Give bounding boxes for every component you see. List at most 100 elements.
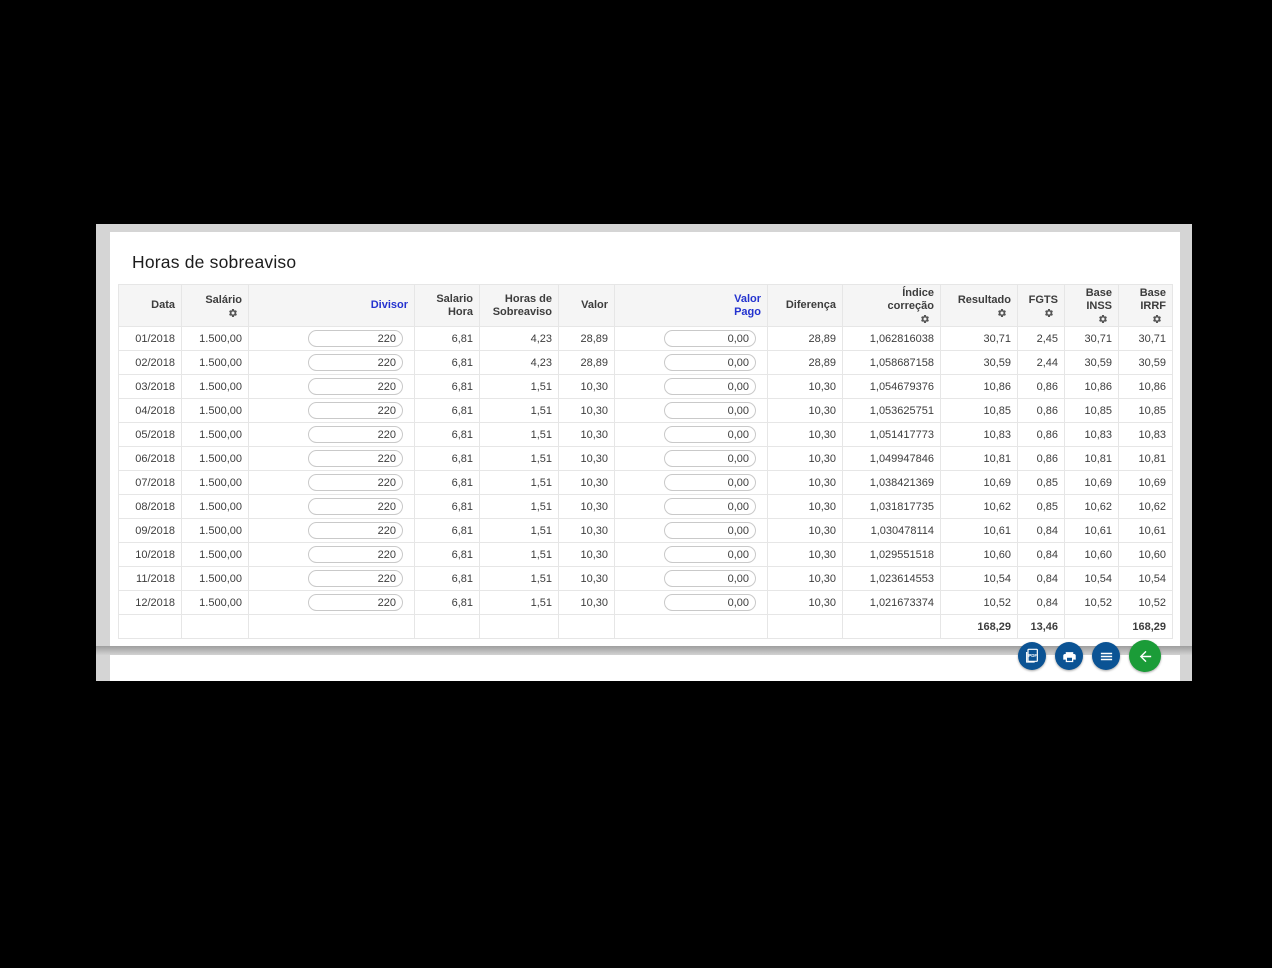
- diferenca-cell: 10,30: [767, 542, 843, 568]
- divisor-input[interactable]: [308, 546, 403, 564]
- resultado-cell: 10,69: [940, 470, 1018, 496]
- salario-hora-cell: 6,81: [414, 398, 480, 424]
- total-fgts-cell: 13,46: [1017, 614, 1065, 640]
- resultado-cell: 10,61: [940, 518, 1018, 544]
- salario-cell: 1.500,00: [181, 590, 249, 616]
- base-irrf-cell: 10,61: [1118, 518, 1173, 544]
- data-cell: 12/2018: [118, 590, 182, 616]
- pdf-button[interactable]: PDF: [1018, 642, 1046, 670]
- gear-icon[interactable]: [997, 308, 1007, 318]
- horas-sobreaviso-cell: 1,51: [479, 590, 559, 616]
- divisor-input[interactable]: [308, 354, 403, 372]
- column-label-fgts: FGTS: [1028, 293, 1058, 306]
- resultado-cell: 10,85: [940, 398, 1018, 424]
- total-salario-hora-cell: [414, 614, 480, 640]
- action-button-bar: PDF: [1018, 640, 1161, 672]
- valor-pago-input[interactable]: [664, 498, 756, 516]
- base-irrf-cell: 10,52: [1118, 590, 1173, 616]
- divisor-cell: [248, 398, 415, 424]
- valor-pago-cell: [614, 350, 768, 376]
- menu-button[interactable]: [1092, 642, 1120, 670]
- valor-pago-input[interactable]: [664, 450, 756, 468]
- valor-cell: 28,89: [558, 326, 615, 352]
- print-button[interactable]: [1055, 642, 1083, 670]
- gear-icon[interactable]: [1152, 314, 1162, 324]
- valor-pago-input[interactable]: [664, 522, 756, 540]
- resultado-cell: 10,86: [940, 374, 1018, 400]
- salario-cell: 1.500,00: [181, 422, 249, 448]
- table-totals-row: 168,29 13,46 168,29: [118, 614, 1173, 640]
- column-label-valor-pago[interactable]: Valor Pago: [734, 292, 761, 318]
- divisor-cell: [248, 422, 415, 448]
- column-header-resultado: Resultado: [940, 283, 1018, 328]
- base-inss-cell: 10,54: [1064, 566, 1119, 592]
- column-header-indice-correcao: Índice correção: [842, 283, 941, 328]
- valor-pago-input[interactable]: [664, 330, 756, 348]
- horas-sobreaviso-cell: 1,51: [479, 494, 559, 520]
- valor-pago-input[interactable]: [664, 546, 756, 564]
- printer-icon: [1062, 649, 1077, 664]
- back-button[interactable]: [1129, 640, 1161, 672]
- column-label-divisor[interactable]: Divisor: [370, 299, 408, 312]
- valor-pago-cell: [614, 446, 768, 472]
- page-region: Horas de sobreaviso Data Salário Divisor Sa…: [96, 224, 1192, 681]
- valor-pago-input[interactable]: [664, 594, 756, 612]
- gear-icon[interactable]: [1098, 314, 1108, 324]
- divisor-input[interactable]: [308, 474, 403, 492]
- column-header-salario: Salário: [181, 283, 249, 328]
- salario-cell: 1.500,00: [181, 374, 249, 400]
- valor-pago-input[interactable]: [664, 474, 756, 492]
- pdf-document-icon: PDF: [1024, 648, 1040, 664]
- valor-pago-input[interactable]: [664, 426, 756, 444]
- resultado-cell: 10,62: [940, 494, 1018, 520]
- valor-pago-cell: [614, 398, 768, 424]
- gear-icon[interactable]: [1044, 308, 1054, 318]
- table-row: 04/20181.500,006,811,5110,3010,301,05362…: [118, 398, 1173, 424]
- table-header-row: Data Salário Divisor Salario Hora Horas de Sob…: [118, 283, 1173, 328]
- column-label-valor: Valor: [581, 299, 608, 312]
- column-label-indice-correcao: Índice correção: [887, 287, 934, 313]
- divisor-input[interactable]: [308, 594, 403, 612]
- horas-sobreaviso-cell: 4,23: [479, 350, 559, 376]
- divisor-input[interactable]: [308, 570, 403, 588]
- column-header-fgts: FGTS: [1017, 283, 1065, 328]
- indice-correcao-cell: 1,031817735: [842, 494, 941, 520]
- divisor-input[interactable]: [308, 498, 403, 516]
- column-header-divisor[interactable]: Divisor: [248, 283, 415, 328]
- divisor-input[interactable]: [308, 330, 403, 348]
- indice-correcao-cell: 1,038421369: [842, 470, 941, 496]
- base-irrf-cell: 10,81: [1118, 446, 1173, 472]
- diferenca-cell: 10,30: [767, 374, 843, 400]
- total-base-inss-cell: [1064, 614, 1119, 640]
- valor-pago-input[interactable]: [664, 402, 756, 420]
- divisor-input[interactable]: [308, 522, 403, 540]
- valor-pago-input[interactable]: [664, 570, 756, 588]
- fgts-cell: 0,84: [1017, 542, 1065, 568]
- table-row: 02/20181.500,006,814,2328,8928,891,05868…: [118, 350, 1173, 376]
- table-row: 08/20181.500,006,811,5110,3010,301,03181…: [118, 494, 1173, 520]
- column-header-data: Data: [118, 283, 182, 328]
- salario-hora-cell: 6,81: [414, 566, 480, 592]
- data-cell: 03/2018: [118, 374, 182, 400]
- divisor-cell: [248, 470, 415, 496]
- divisor-input[interactable]: [308, 450, 403, 468]
- diferenca-cell: 10,30: [767, 566, 843, 592]
- column-header-diferenca: Diferença: [767, 283, 843, 328]
- gear-icon[interactable]: [228, 308, 238, 318]
- fgts-cell: 2,44: [1017, 350, 1065, 376]
- valor-pago-cell: [614, 542, 768, 568]
- horas-sobreaviso-cell: 1,51: [479, 518, 559, 544]
- horas-sobreaviso-cell: 1,51: [479, 398, 559, 424]
- divisor-input[interactable]: [308, 402, 403, 420]
- column-header-valor-pago[interactable]: Valor Pago: [614, 283, 768, 328]
- horas-sobreaviso-cell: 1,51: [479, 446, 559, 472]
- valor-pago-cell: [614, 566, 768, 592]
- horas-sobreaviso-cell: 1,51: [479, 422, 559, 448]
- total-divisor-cell: [248, 614, 415, 640]
- divisor-input[interactable]: [308, 426, 403, 444]
- divisor-input[interactable]: [308, 378, 403, 396]
- base-inss-cell: 10,62: [1064, 494, 1119, 520]
- gear-icon[interactable]: [920, 314, 930, 324]
- valor-pago-input[interactable]: [664, 378, 756, 396]
- valor-pago-input[interactable]: [664, 354, 756, 372]
